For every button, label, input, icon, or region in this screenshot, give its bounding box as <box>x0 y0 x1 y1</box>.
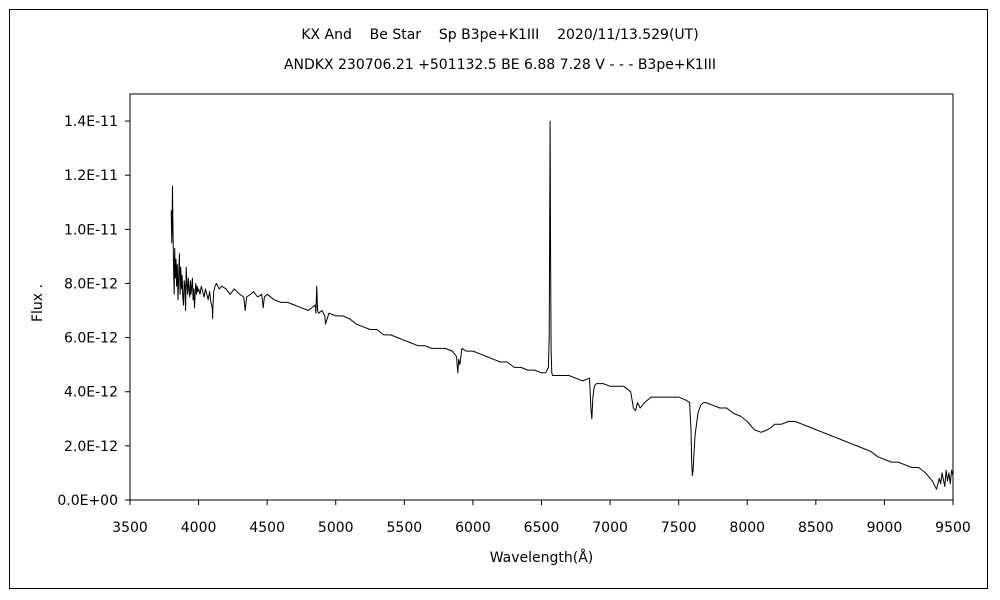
y-tick-label: 6.0E-12 <box>64 331 118 347</box>
spectrum-series-line <box>170 120 954 490</box>
plot-area <box>129 93 954 501</box>
x-tick-label: 9500 <box>935 520 971 536</box>
x-tick-label: 5500 <box>387 520 423 536</box>
x-tick-label: 3500 <box>112 520 148 536</box>
y-axis: 0.0E+00 2.0E-12 4.0E-12 6.0E-12 8.0E-12 1.0E-… <box>57 114 130 509</box>
x-tick-label: 7500 <box>661 520 697 536</box>
x-tick-label: 6500 <box>524 520 560 536</box>
y-tick-label: 0.0E+00 <box>57 493 118 509</box>
y-tick-label: 8.0E-12 <box>64 276 118 292</box>
x-axis-label: Wavelength(Å) <box>490 549 594 566</box>
chart-title: KX And Be Star Sp B3pe+K1III 2020/11/13.… <box>301 27 699 43</box>
x-axis: 3500 4000 4500 5000 5500 6000 6500 7000 7500 8000… <box>112 500 971 536</box>
x-tick-label: 5000 <box>318 520 354 536</box>
y-tick-label: 1.2E-11 <box>64 168 118 184</box>
x-tick-label: 4000 <box>181 520 217 536</box>
y-tick-label: 1.0E-11 <box>64 222 118 238</box>
x-tick-label: 8000 <box>729 520 765 536</box>
x-tick-label: 4500 <box>249 520 285 536</box>
y-tick-label: 1.4E-11 <box>64 114 118 130</box>
x-tick-label: 7000 <box>592 520 628 536</box>
chart-frame <box>9 9 988 589</box>
x-tick-label: 8500 <box>798 520 834 536</box>
y-axis-label: Flux . <box>30 284 46 322</box>
x-tick-label: 6000 <box>455 520 491 536</box>
y-tick-label: 4.0E-12 <box>64 385 118 401</box>
y-tick-label: 2.0E-12 <box>64 439 118 455</box>
x-tick-label: 9000 <box>867 520 903 536</box>
chart-subtitle: ANDKX 230706.21 +501132.5 BE 6.88 7.28 V… <box>283 57 717 73</box>
